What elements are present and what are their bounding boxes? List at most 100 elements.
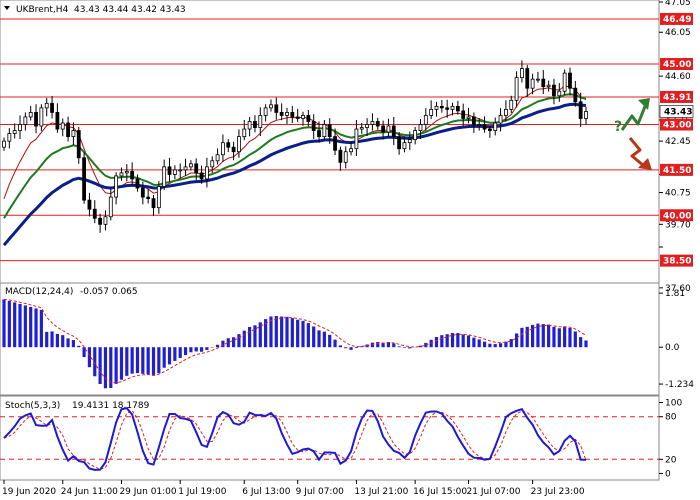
candle-body	[413, 130, 418, 141]
candle-body	[44, 102, 49, 109]
candle-body	[156, 186, 161, 209]
level-price-label: 38.50	[663, 257, 691, 267]
forecast-arrows: ?	[614, 98, 652, 170]
level-price-box	[660, 209, 693, 222]
candle-body	[103, 216, 108, 225]
candle-body	[578, 101, 583, 119]
candle-body	[573, 87, 578, 103]
time-tick-label: 24 Jun 11:00	[61, 487, 118, 497]
candle-body	[482, 124, 487, 130]
price-tick-label: 42.45	[665, 137, 691, 147]
candle-body	[402, 142, 407, 150]
stoch-panel: Stoch(5,3,3) 19.4131 18.1789	[0, 395, 660, 481]
candle-body	[66, 122, 70, 138]
candle-body	[98, 217, 103, 225]
candle-body	[407, 139, 412, 144]
macd-label: MACD(12,24,4)	[5, 287, 73, 297]
stoch-main-path	[3, 407, 587, 471]
candle-body	[119, 172, 124, 177]
stoch-axis: 100 80 20 0	[659, 399, 682, 479]
candle-body	[311, 121, 316, 131]
candle-body	[498, 115, 503, 124]
candle-body	[172, 169, 177, 175]
candle-body	[487, 128, 492, 131]
price-axis: 47.0546.0544.6043.1542.4540.7539.7037.60…	[659, 0, 694, 294]
level-lines	[0, 18, 659, 262]
candle-body	[301, 115, 305, 119]
candle-body	[183, 166, 188, 171]
level-price-label: 45.00	[663, 60, 691, 70]
arrow-up-head-icon	[638, 98, 650, 110]
ma-slow-line	[2, 102, 587, 247]
candle-body	[568, 72, 572, 89]
current-price-label: 43.43	[664, 108, 692, 118]
candle-body	[167, 166, 172, 175]
stoch-values: 19.4131 18.1789	[72, 401, 150, 411]
time-tick-label: 13 Jul 21:00	[354, 487, 408, 497]
candle-body	[381, 125, 386, 133]
candle-body	[354, 128, 359, 150]
candle-body	[231, 146, 236, 153]
candle-body	[391, 125, 396, 138]
time-tick-label: 6 Jul 13:00	[242, 487, 291, 497]
level-price-box	[660, 90, 693, 103]
stoch-tick-label: 80	[665, 413, 677, 423]
candle-body	[504, 108, 508, 116]
candle-body	[124, 170, 129, 174]
candle-body	[295, 116, 300, 119]
candle-body	[2, 140, 6, 148]
macd-tick-label: -1.234	[665, 380, 694, 390]
candle-body	[557, 90, 562, 97]
candle-body	[477, 124, 482, 126]
level-price-box	[660, 163, 693, 176]
candle-body	[162, 166, 167, 187]
candle-body	[274, 104, 279, 113]
candle-body	[327, 124, 332, 138]
candle-body	[386, 125, 391, 133]
level-price-box	[660, 12, 693, 25]
symbol-label: UKBrent,H4	[16, 5, 69, 15]
candle-body	[322, 124, 327, 138]
candle-body	[87, 199, 92, 210]
candle-body	[210, 160, 215, 168]
candle-body	[76, 130, 81, 159]
level-price-box	[660, 118, 693, 131]
stoch-tick-label: 0	[665, 469, 671, 479]
candle-body	[50, 102, 54, 113]
candle-body	[55, 112, 60, 130]
candle-body	[429, 108, 434, 116]
candle-body	[536, 78, 540, 81]
candle-body	[418, 124, 423, 131]
time-axis: 19 Jun 2020 24 Jun 11:00 29 Jun 01:00 1 Jul…	[0, 479, 659, 497]
candle-body	[450, 105, 455, 110]
dropdown-triangle-icon[interactable]	[4, 6, 10, 10]
candle-body	[23, 116, 28, 125]
stoch-tick-label: 20	[665, 455, 677, 465]
candle-body	[546, 84, 551, 88]
macd-histogram	[2, 299, 588, 389]
candle-body	[584, 111, 588, 119]
candle-body	[290, 112, 295, 118]
candle-body	[375, 121, 380, 127]
price-tick-label: 46.05	[665, 28, 691, 38]
candle-body	[423, 115, 428, 125]
candle-body	[317, 130, 321, 138]
moving-averages	[2, 85, 587, 247]
candle-body	[370, 121, 375, 125]
candle-body	[221, 142, 225, 156]
level-price-box	[660, 58, 693, 71]
ohlc-label: 43.43 43.44 43.42 43.43	[74, 5, 186, 15]
candle-body	[349, 148, 353, 153]
stoch-lines	[3, 407, 587, 471]
current-price-box	[659, 105, 694, 118]
candle-body	[12, 130, 17, 134]
level-price-box	[660, 254, 693, 267]
candle-body	[146, 196, 151, 200]
candle-body	[18, 124, 22, 131]
candle-body	[247, 121, 252, 130]
level-price-label: 43.00	[663, 121, 691, 131]
candle-body	[199, 172, 204, 180]
level-price-label: 41.50	[663, 166, 691, 176]
macd-tick-label: 0.0	[665, 343, 680, 353]
candle-body	[525, 68, 530, 89]
